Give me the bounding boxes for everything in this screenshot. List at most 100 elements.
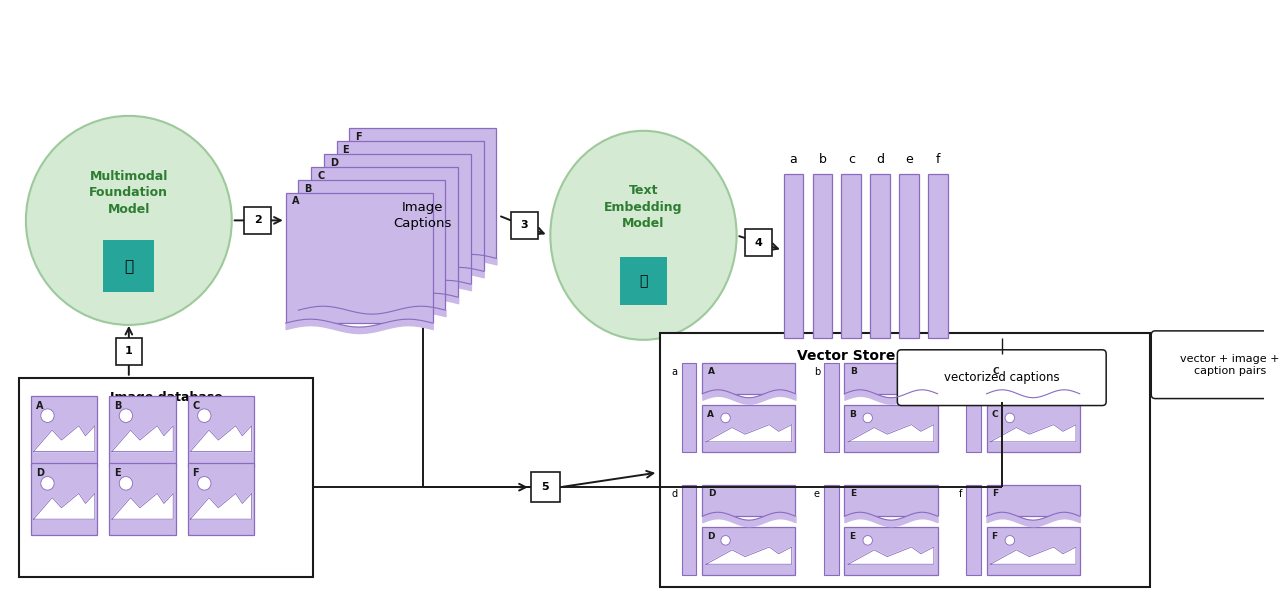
Polygon shape	[191, 426, 251, 451]
Text: Image
Captions: Image Captions	[394, 201, 452, 230]
Text: 3: 3	[520, 220, 528, 231]
Text: d: d	[876, 152, 884, 166]
Polygon shape	[112, 493, 173, 519]
Text: F: F	[192, 468, 200, 478]
Bar	[987, 404, 1079, 453]
Bar	[702, 404, 796, 453]
Text: A: A	[291, 196, 299, 207]
Text: C: C	[992, 409, 998, 418]
Polygon shape	[990, 547, 1075, 564]
Bar	[824, 363, 838, 453]
Bar	[19, 378, 313, 577]
Text: E: E	[850, 489, 857, 498]
Text: 2: 2	[254, 215, 261, 225]
Text: C: C	[317, 171, 325, 181]
Polygon shape	[33, 493, 95, 519]
Text: B: B	[850, 367, 858, 376]
Text: D: D	[330, 157, 337, 168]
Bar	[661, 333, 1150, 587]
Bar	[109, 396, 176, 467]
Bar	[109, 463, 176, 535]
Bar	[841, 174, 862, 338]
Bar	[349, 128, 496, 259]
Bar	[511, 212, 537, 239]
FancyBboxPatch shape	[898, 350, 1106, 406]
Bar	[620, 257, 667, 305]
Bar	[336, 141, 484, 271]
Bar	[188, 463, 254, 535]
Text: a: a	[790, 152, 797, 166]
Circle shape	[120, 476, 133, 490]
Polygon shape	[990, 425, 1075, 442]
Circle shape	[41, 409, 54, 422]
Bar	[299, 179, 446, 310]
Bar	[531, 472, 560, 502]
Text: F: F	[993, 489, 998, 498]
Circle shape	[863, 413, 872, 423]
Bar	[845, 404, 938, 453]
Text: vectorized captions: vectorized captions	[944, 371, 1060, 384]
Text: F: F	[992, 532, 998, 541]
Text: B: B	[849, 409, 857, 418]
Circle shape	[863, 536, 872, 545]
Text: 🧠: 🧠	[124, 259, 134, 274]
Ellipse shape	[550, 131, 737, 340]
Bar	[966, 363, 980, 453]
Bar	[845, 485, 938, 516]
Circle shape	[721, 413, 730, 423]
Text: Text
Embedding
Model: Text Embedding Model	[604, 184, 683, 231]
Bar	[987, 485, 1079, 516]
Bar	[245, 207, 270, 234]
Bar	[681, 363, 697, 453]
Bar	[871, 174, 890, 338]
Bar	[103, 240, 155, 292]
Text: e: e	[905, 152, 913, 166]
Circle shape	[197, 409, 211, 422]
Bar	[702, 527, 796, 575]
Bar	[783, 174, 804, 338]
Circle shape	[41, 476, 54, 490]
Text: C: C	[192, 401, 200, 411]
Text: b: b	[818, 152, 827, 166]
Text: 🧠: 🧠	[639, 274, 648, 288]
Text: B: B	[304, 184, 312, 193]
Polygon shape	[706, 547, 792, 564]
Circle shape	[120, 409, 133, 422]
Bar	[116, 338, 142, 365]
Bar	[899, 174, 918, 338]
Polygon shape	[33, 426, 95, 451]
Circle shape	[721, 536, 730, 545]
Polygon shape	[706, 425, 792, 442]
Text: F: F	[355, 132, 362, 142]
Text: Image database: Image database	[109, 390, 223, 404]
Text: c: c	[848, 152, 855, 166]
Bar	[31, 396, 98, 467]
Text: 1: 1	[125, 346, 133, 356]
Text: b: b	[814, 367, 820, 377]
Text: f: f	[936, 152, 940, 166]
Text: E: E	[849, 532, 855, 541]
Bar	[702, 485, 796, 516]
Polygon shape	[112, 426, 173, 451]
Text: A: A	[708, 367, 715, 376]
Text: Vector Store: Vector Store	[797, 349, 895, 363]
Text: d: d	[671, 489, 677, 499]
Circle shape	[1005, 536, 1015, 545]
Text: B: B	[115, 401, 121, 411]
Bar	[188, 396, 254, 467]
Text: f: f	[958, 489, 962, 499]
Polygon shape	[849, 547, 934, 564]
Text: E: E	[115, 468, 121, 478]
Text: D: D	[708, 489, 716, 498]
Text: a: a	[672, 367, 677, 377]
Bar	[746, 229, 772, 256]
Text: A: A	[707, 409, 714, 418]
Text: A: A	[36, 401, 44, 411]
Bar	[929, 174, 948, 338]
Bar	[813, 174, 832, 338]
Bar	[824, 485, 838, 575]
Bar	[286, 193, 433, 323]
Text: 5: 5	[542, 482, 549, 492]
Bar	[312, 167, 459, 297]
Bar	[987, 527, 1079, 575]
